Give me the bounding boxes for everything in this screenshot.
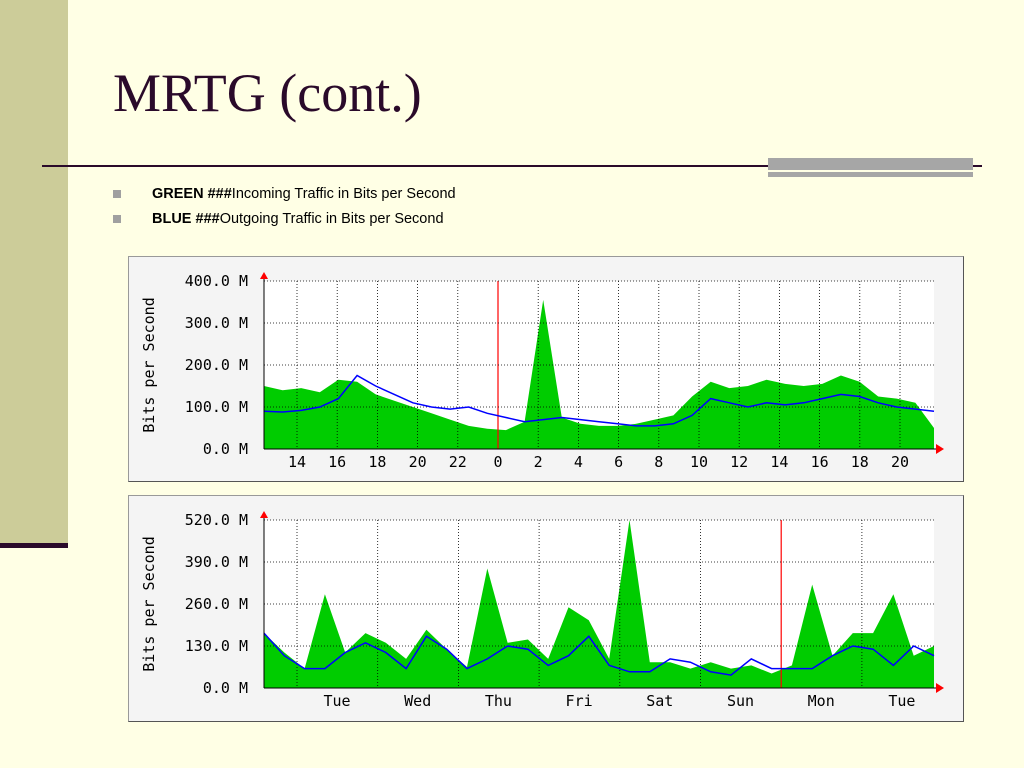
x-tick-label: 16 [811, 453, 829, 471]
x-tick-label: Sat [646, 692, 673, 710]
legend-text-green: Incoming Traffic in Bits per Second [231, 186, 456, 202]
title-divider [42, 165, 982, 167]
y-tick-label: 520.0 M [185, 511, 248, 529]
incoming-traffic-area [264, 520, 934, 688]
y-tick-label: 200.0 M [185, 356, 248, 374]
y-tick-label: 390.0 M [185, 553, 248, 571]
slide-title: MRTG (cont.) [113, 63, 422, 123]
x-tick-label: Mon [808, 692, 835, 710]
legend-text-blue: Outgoing Traffic in Bits per Second [219, 211, 444, 227]
x-tick-label: 22 [449, 453, 467, 471]
x-tick-label: 20 [409, 453, 427, 471]
x-tick-label: 0 [493, 453, 502, 471]
x-tick-label: 14 [288, 453, 306, 471]
x-axis-arrow-icon [936, 444, 944, 454]
outgoing-traffic-line [263, 632, 935, 676]
x-tick-label: 4 [574, 453, 583, 471]
y-axis-arrow-icon [260, 272, 268, 279]
bullet-square-icon [113, 190, 121, 198]
divider-accent [768, 158, 973, 170]
legend-key-blue: BLUE ### [152, 211, 220, 227]
x-tick-label: Tue [888, 692, 915, 710]
x-tick-label: 12 [730, 453, 748, 471]
y-tick-label: 300.0 M [185, 314, 248, 332]
x-tick-label: Tue [323, 692, 350, 710]
y-tick-label: 100.0 M [185, 398, 248, 416]
x-tick-label: 10 [690, 453, 708, 471]
weekly-graph-svg: Tue Wed Thu Fri Sat Sun Mon Tue 0.0 M 130.0 M 260.… [140, 511, 944, 710]
divider-accent-lower [768, 172, 973, 177]
x-tick-label: 14 [770, 453, 788, 471]
x-tick-label: 8 [654, 453, 663, 471]
y-axis-label: Bits per Second [140, 536, 158, 671]
x-tick-label: 18 [851, 453, 869, 471]
x-axis-arrow-icon [936, 683, 944, 693]
x-tick-label: Wed [404, 692, 431, 710]
y-tick-label: 400.0 M [185, 272, 248, 290]
incoming-traffic-area [264, 299, 934, 449]
x-tick-label: 6 [614, 453, 623, 471]
x-tick-label: 2 [534, 453, 543, 471]
left-accent-line [0, 543, 68, 548]
x-tick-label: Thu [485, 692, 512, 710]
y-tick-label: 260.0 M [185, 595, 248, 613]
left-accent-band [0, 0, 68, 548]
x-tick-label: Sun [727, 692, 754, 710]
bullet-square-icon [113, 215, 121, 223]
y-axis-arrow-icon [260, 511, 268, 518]
y-axis-label: Bits per Second [140, 297, 158, 432]
x-tick-label: 16 [328, 453, 346, 471]
y-tick-label: 130.0 M [185, 637, 248, 655]
x-tick-label: 18 [368, 453, 386, 471]
x-tick-label: Fri [566, 692, 593, 710]
outgoing-traffic-line [263, 374, 935, 427]
x-tick-label: 20 [891, 453, 909, 471]
y-tick-label: 0.0 M [203, 679, 248, 697]
y-tick-label: 0.0 M [203, 440, 248, 458]
weekly-traffic-graph: Tue Wed Thu Fri Sat Sun Mon Tue 0.0 M 130.0 M 260.… [128, 495, 964, 722]
legend-key-green: GREEN ### [152, 186, 232, 202]
